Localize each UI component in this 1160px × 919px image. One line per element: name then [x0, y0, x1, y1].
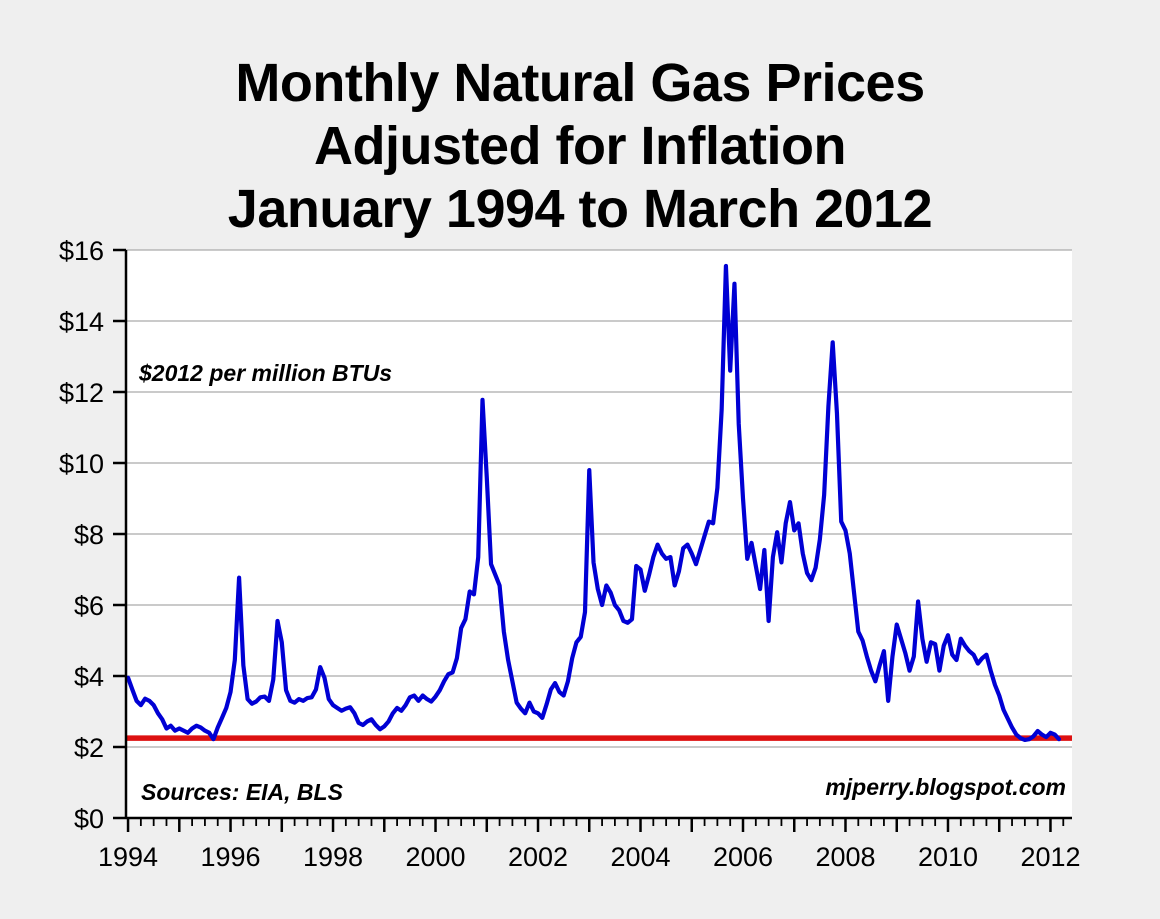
chart-title-line: Monthly Natural Gas Prices — [235, 53, 925, 113]
x-tick-label-2000: 2000 — [405, 842, 465, 872]
y-axis — [113, 248, 128, 820]
y-tick-label-2: $2 — [74, 733, 104, 763]
attribution-annotation: mjperry.blogspot.com — [825, 774, 1066, 800]
y-tick-label-6: $6 — [74, 591, 104, 621]
y-tick-label-14: $14 — [59, 307, 104, 337]
x-tick-label-1998: 1998 — [303, 842, 363, 872]
x-tick-label-2002: 2002 — [508, 842, 568, 872]
horizontal-gridlines — [126, 249, 1072, 748]
x-tick-label-1996: 1996 — [201, 842, 261, 872]
x-tick-label-2008: 2008 — [815, 842, 875, 872]
x-tick-label-2010: 2010 — [918, 842, 978, 872]
x-axis — [126, 816, 1072, 832]
x-tick-label-2012: 2012 — [1020, 842, 1080, 872]
chart-title: Monthly Natural Gas Prices Adjusted for I… — [0, 52, 1160, 241]
y-tick-label-12: $12 — [59, 378, 104, 408]
y-tick-label-10: $10 — [59, 449, 104, 479]
y-tick-label-0: $0 — [74, 804, 104, 834]
units-annotation: $2012 per million BTUs — [138, 360, 392, 386]
price-series-line — [125, 263, 1062, 743]
chart-title-line: Adjusted for Inflation — [314, 116, 846, 176]
chart-title-line: January 1994 to March 2012 — [227, 179, 933, 239]
sources-annotation: Sources: EIA, BLS — [141, 779, 344, 805]
y-tick-label-4: $4 — [74, 662, 104, 692]
x-axis-tick-labels: 1994 1996 1998 2000 2002 2004 2006 2008 2010 2012 — [98, 842, 1081, 872]
y-tick-label-16: $16 — [59, 236, 104, 266]
x-tick-label-1994: 1994 — [98, 842, 158, 872]
y-axis-tick-labels: $0 $2 $4 $6 $8 $10 $12 $14 $16 — [59, 236, 104, 834]
x-tick-label-2004: 2004 — [610, 842, 670, 872]
y-tick-label-8: $8 — [74, 520, 104, 550]
series-line-0 — [125, 263, 1062, 743]
x-tick-label-2006: 2006 — [713, 842, 773, 872]
